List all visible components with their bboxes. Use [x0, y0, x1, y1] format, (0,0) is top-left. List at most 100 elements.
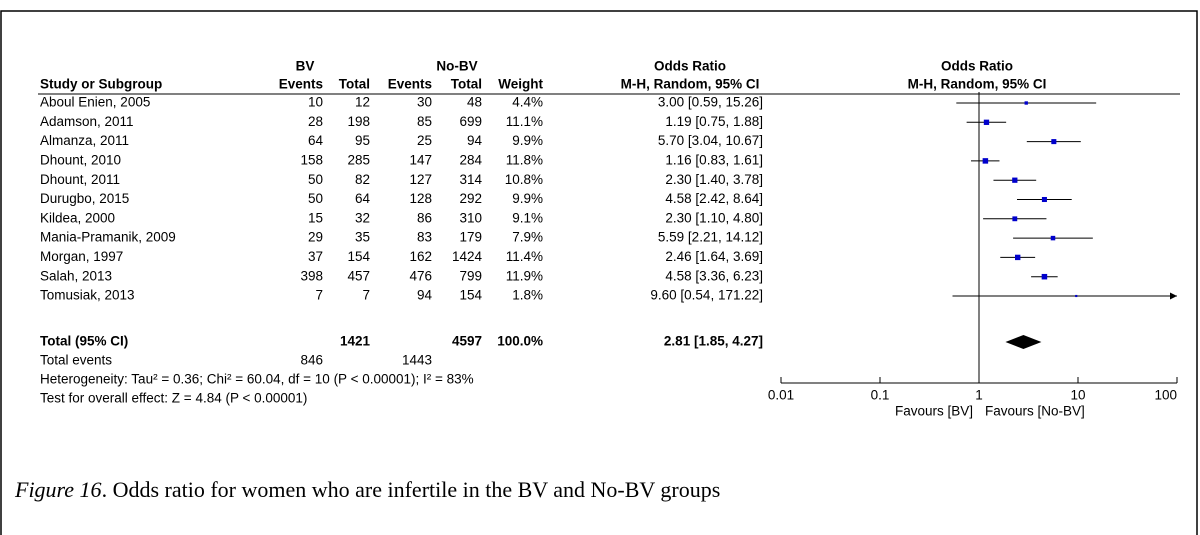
- cell: 147: [409, 152, 432, 167]
- cell: 11.1%: [506, 114, 543, 129]
- overall-effect: Test for overall effect: Z = 4.84 (P < 0…: [40, 391, 307, 406]
- cell: 82: [355, 172, 370, 187]
- study-name: Almanza, 2011: [40, 133, 129, 148]
- study-name: Tomusiak, 2013: [40, 288, 135, 303]
- cell: 95: [355, 133, 370, 148]
- study-name: Dhount, 2011: [40, 172, 120, 187]
- study-name: Kildea, 2000: [40, 210, 115, 225]
- cell: 284: [459, 152, 482, 167]
- cell: 94: [417, 288, 433, 303]
- cell: 4.58 [3.36, 6.23]: [665, 268, 763, 283]
- cell: 1.8%: [512, 288, 543, 303]
- total-cell: 4597: [452, 334, 482, 349]
- cell: 198: [347, 114, 370, 129]
- cell: 32: [355, 210, 370, 225]
- study-name: Salah, 2013: [40, 268, 112, 283]
- group-header: Odds Ratio: [941, 59, 1013, 74]
- cell: 2.46 [1.64, 3.69]: [665, 249, 763, 264]
- cell: 5.59 [2.21, 14.12]: [658, 230, 763, 245]
- cell: 37: [308, 249, 323, 264]
- cell: 5.70 [3.04, 10.67]: [658, 133, 763, 148]
- cell: 457: [347, 268, 370, 283]
- cell: 12: [355, 95, 370, 110]
- column-header: M-H, Random, 95% CI: [908, 77, 1047, 92]
- study-name: Dhount, 2010: [40, 152, 121, 167]
- cell: 162: [409, 249, 432, 264]
- total-cell: 2.81 [1.85, 4.27]: [664, 334, 763, 349]
- or-square: [1024, 101, 1028, 105]
- ci-arrow: [1170, 292, 1177, 300]
- column-header: Events: [388, 77, 432, 92]
- column-header: Weight: [498, 77, 543, 92]
- favours-right: Favours [No-BV]: [985, 404, 1085, 419]
- or-square: [982, 158, 989, 164]
- cell: 29: [308, 230, 323, 245]
- cell: 4.4%: [512, 95, 543, 110]
- cell: 83: [417, 230, 432, 245]
- total-events: 846: [300, 353, 323, 368]
- x-tick-label: 100: [1154, 388, 1177, 403]
- cell: 7.9%: [512, 230, 543, 245]
- cell: 9.9%: [512, 191, 543, 206]
- x-tick-label: 0.1: [871, 388, 890, 403]
- cell: 127: [409, 172, 432, 187]
- cell: 3.00 [0.59, 15.26]: [658, 95, 763, 110]
- cell: 799: [459, 268, 482, 283]
- or-square: [1012, 177, 1018, 183]
- or-square: [1041, 273, 1048, 280]
- cell: 9.9%: [512, 133, 543, 148]
- total-cell: 1421: [340, 334, 371, 349]
- cell: 10.8%: [505, 172, 543, 187]
- or-square: [1051, 139, 1057, 145]
- column-header: Total: [451, 77, 482, 92]
- or-square: [1015, 254, 1021, 261]
- cell: 15: [308, 210, 323, 225]
- or-square: [1012, 216, 1018, 222]
- cell: 30: [417, 95, 432, 110]
- cell: 11.8%: [506, 152, 543, 167]
- cell: 10: [308, 95, 323, 110]
- cell: 179: [459, 230, 482, 245]
- total-diamond: [1005, 335, 1042, 349]
- study-name: Mania-Pramanik, 2009: [40, 230, 176, 245]
- cell: 4.58 [2.42, 8.64]: [665, 191, 763, 206]
- column-header: Events: [279, 77, 323, 92]
- cell: 86: [417, 210, 432, 225]
- column-header: Study or Subgroup: [40, 77, 162, 92]
- cell: 128: [409, 191, 432, 206]
- cell: 2.30 [1.10, 4.80]: [665, 210, 763, 225]
- or-square: [1075, 294, 1078, 298]
- cell: 398: [300, 268, 323, 283]
- cell: 64: [355, 191, 371, 206]
- cell: 7: [315, 288, 323, 303]
- column-header: Total: [339, 77, 370, 92]
- cell: 1.16 [0.83, 1.61]: [665, 152, 763, 167]
- cell: 85: [417, 114, 432, 129]
- cell: 50: [308, 191, 323, 206]
- x-tick-label: 1: [975, 388, 983, 403]
- frame: [0, 10, 1198, 535]
- cell: 154: [347, 249, 370, 264]
- cell: 1.19 [0.75, 1.88]: [665, 114, 763, 129]
- total-label: Total (95% CI): [40, 334, 128, 349]
- cell: 158: [300, 152, 323, 167]
- caption-label: Figure 16: [14, 477, 102, 502]
- cell: 94: [467, 133, 483, 148]
- column-header: M-H, Random, 95% CI: [621, 77, 760, 92]
- cell: 9.1%: [512, 210, 543, 225]
- cell: 48: [467, 95, 482, 110]
- total-cell: 100.0%: [497, 334, 543, 349]
- total-events: 1443: [402, 353, 432, 368]
- total-events-label: Total events: [40, 353, 112, 368]
- cell: 35: [355, 230, 370, 245]
- caption: Figure 16. Odds ratio for women who are …: [14, 477, 720, 502]
- cell: 9.60 [0.54, 171.22]: [650, 288, 763, 303]
- cell: 476: [409, 268, 432, 283]
- cell: 310: [459, 210, 482, 225]
- cell: 1424: [452, 249, 483, 264]
- or-square: [983, 119, 990, 125]
- cell: 292: [459, 191, 482, 206]
- group-header: Odds Ratio: [654, 59, 726, 74]
- group-header: No-BV: [436, 59, 477, 74]
- heterogeneity: Heterogeneity: Tau² = 0.36; Chi² = 60.04…: [40, 372, 474, 387]
